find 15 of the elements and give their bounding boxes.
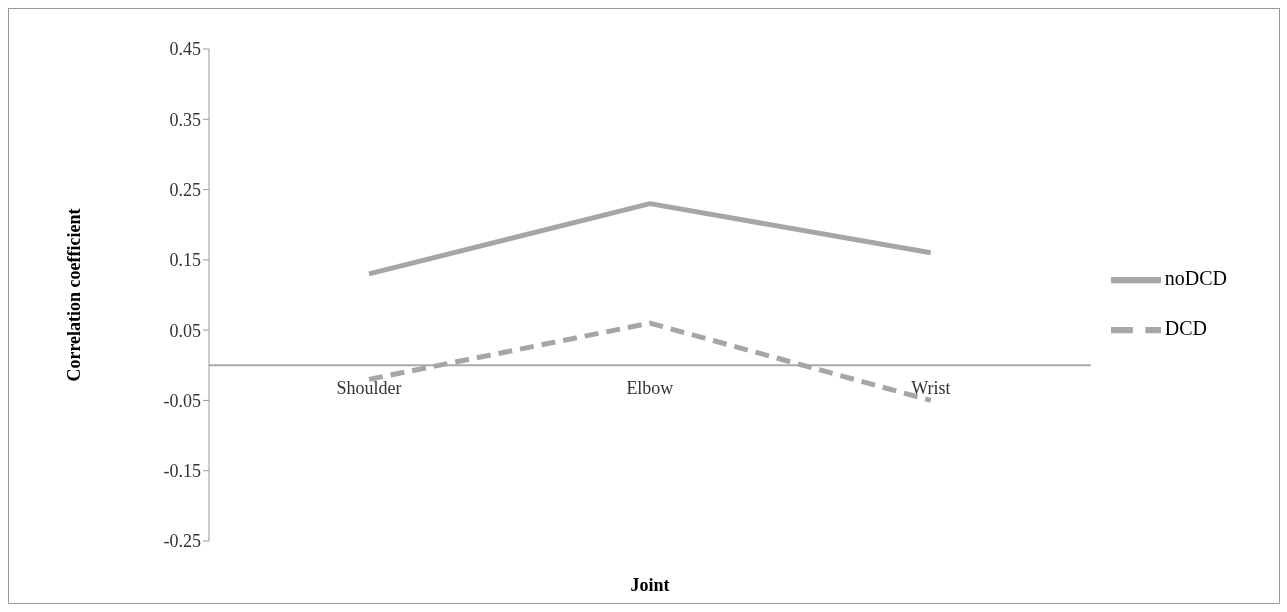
- x-tick-label: Shoulder: [336, 377, 402, 398]
- x-tick-label: Elbow: [626, 377, 674, 398]
- y-tick-label: 0.05: [169, 320, 201, 341]
- x-tick-label: Wrist: [911, 377, 951, 398]
- y-tick-label: 0.35: [169, 109, 201, 130]
- legend-label: noDCD: [1164, 266, 1227, 289]
- y-tick-label: 0.45: [169, 39, 201, 60]
- y-tick-label: 0.25: [169, 179, 201, 200]
- x-axis-title: Joint: [630, 575, 670, 595]
- y-tick-label: -0.15: [163, 461, 201, 482]
- y-tick-label: -0.05: [163, 390, 201, 411]
- y-axis-title: Correlation coefficient: [64, 208, 85, 382]
- y-tick-label: 0.15: [169, 250, 201, 271]
- legend-label: DCD: [1164, 316, 1207, 339]
- y-tick-label: -0.25: [163, 531, 201, 552]
